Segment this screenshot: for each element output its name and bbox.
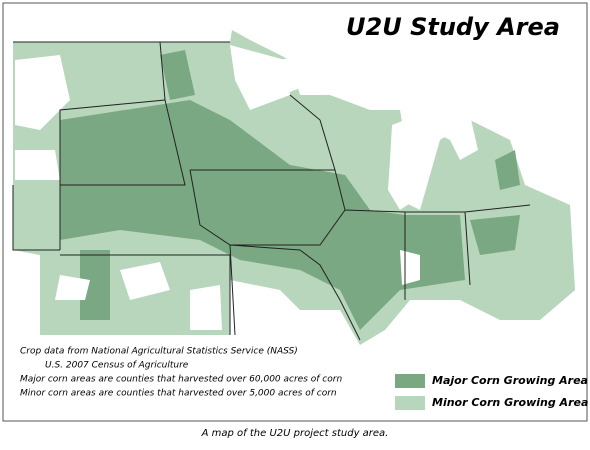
legend-swatch	[395, 396, 425, 410]
caption: A map of the U2U project study area.	[201, 428, 389, 439]
state-borders	[12, 41, 531, 341]
lake-huron	[430, 110, 478, 160]
legend: Major Corn Growing Area Minor Corn Growin…	[395, 374, 588, 410]
major-corn-area	[60, 100, 465, 330]
map	[12, 30, 575, 345]
legend-label: Minor Corn Growing Area	[432, 396, 588, 409]
source-note: Major corn areas are counties that harve…	[20, 375, 342, 385]
legend-label: Major Corn Growing Area	[432, 374, 588, 387]
non-corn-area	[15, 45, 420, 330]
lake-michigan	[388, 120, 415, 210]
legend-swatch	[395, 374, 425, 388]
source-note: Minor corn areas are counties that harve…	[20, 389, 337, 399]
source-notes: Crop data from National Agricultural Sta…	[20, 347, 342, 399]
source-note: Crop data from National Agricultural Sta…	[20, 347, 298, 357]
lake-superior	[240, 52, 380, 92]
source-note: U.S. 2007 Census of Agriculture	[45, 361, 189, 371]
map-title: U2U Study Area	[346, 13, 560, 41]
